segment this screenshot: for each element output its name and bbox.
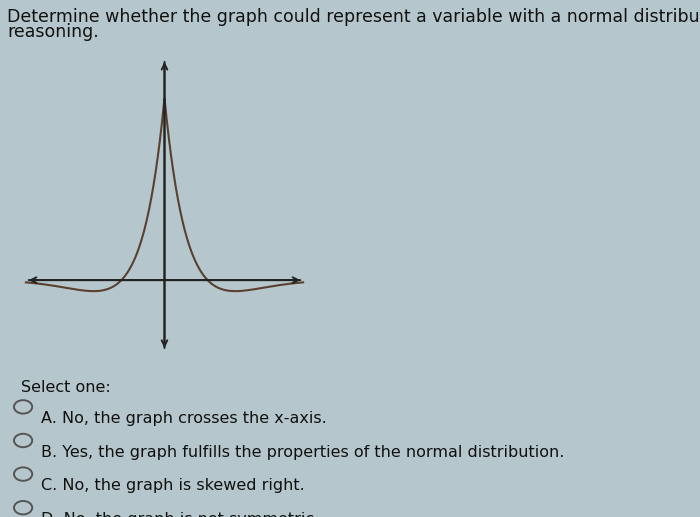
Text: Determine whether the graph could represent a variable with a normal distributio: Determine whether the graph could repres…	[7, 8, 700, 26]
Text: B. Yes, the graph fulfills the properties of the normal distribution.: B. Yes, the graph fulfills the propertie…	[41, 445, 564, 460]
Text: D. No, the graph is not symmetric.: D. No, the graph is not symmetric.	[41, 512, 319, 517]
Text: A. No, the graph crosses the x-axis.: A. No, the graph crosses the x-axis.	[41, 411, 326, 426]
Text: Select one:: Select one:	[21, 380, 111, 395]
Text: C. No, the graph is skewed right.: C. No, the graph is skewed right.	[41, 478, 304, 493]
Text: reasoning.: reasoning.	[7, 23, 99, 41]
